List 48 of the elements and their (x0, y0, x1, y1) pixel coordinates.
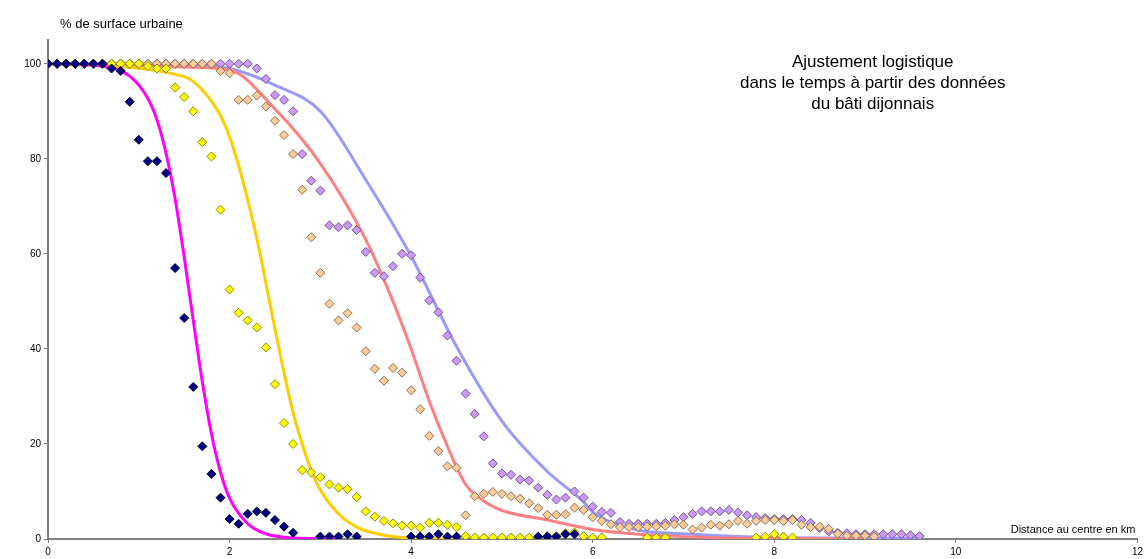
point (224, 514, 235, 525)
y-tick-label: 100 (24, 57, 42, 69)
point (342, 529, 353, 539)
y-tick-label: 40 (29, 342, 42, 354)
point (124, 96, 135, 107)
y-tick-label: 20 (29, 437, 42, 449)
x-axis-title: Distance au centre en km (1010, 522, 1136, 535)
x-tick-label: 2 (226, 545, 233, 557)
y-axis-title: % de surface urbaine (60, 15, 183, 31)
x-tick-label: 4 (408, 545, 415, 557)
point (351, 531, 362, 539)
x-tick-label: 8 (771, 545, 778, 557)
point (206, 468, 217, 479)
x-tick-label: 0 (45, 545, 52, 557)
point (170, 263, 181, 274)
x-tick-label: 12 (1131, 545, 1144, 557)
point (115, 65, 126, 76)
point (242, 508, 253, 519)
y-tick-label: 0 (35, 532, 42, 544)
point (315, 531, 326, 539)
point (197, 441, 208, 452)
point (324, 531, 335, 539)
point (269, 514, 280, 525)
point (161, 168, 172, 179)
point (251, 506, 262, 517)
point (188, 381, 199, 392)
point (151, 156, 162, 167)
y-tick-label: 80 (29, 152, 42, 164)
point (451, 531, 462, 539)
point (433, 529, 444, 539)
point (260, 507, 271, 518)
point (233, 518, 244, 529)
point (179, 313, 190, 324)
x-tick-label: 10 (950, 545, 962, 557)
point (406, 531, 417, 539)
point (215, 492, 226, 503)
x-tick-label: 6 (589, 545, 596, 557)
point (133, 134, 144, 145)
point (288, 527, 299, 538)
point (279, 521, 290, 532)
y-tick-label: 60 (29, 247, 42, 259)
point (106, 63, 117, 74)
point (142, 156, 153, 167)
text: Ajustement logistique dans le temps à partir des données du bâti dijonnais (739, 51, 1006, 113)
point (333, 531, 344, 539)
point (415, 531, 426, 539)
point (424, 531, 435, 539)
point (442, 531, 453, 539)
